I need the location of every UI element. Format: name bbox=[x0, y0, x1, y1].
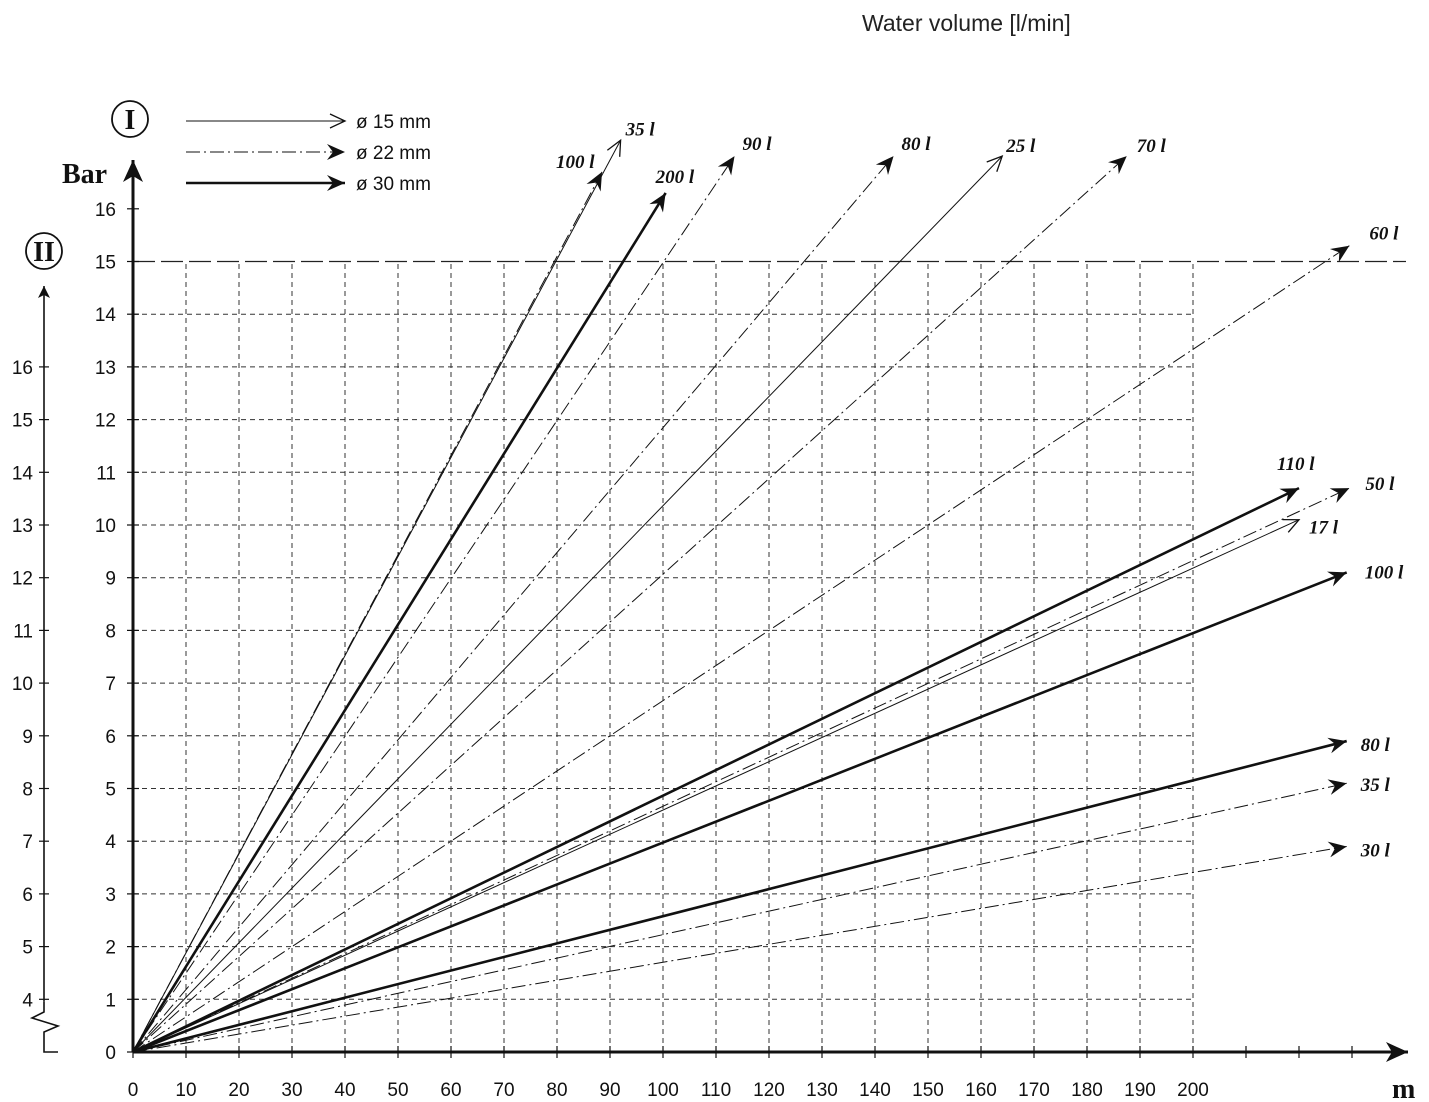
x-tick-label: 140 bbox=[859, 1080, 891, 1101]
series-line bbox=[133, 156, 1002, 1052]
y-tick-label: 8 bbox=[105, 621, 116, 642]
series-line bbox=[133, 741, 1347, 1052]
x-tick-label: 40 bbox=[334, 1080, 355, 1101]
series-label: 30 l bbox=[1360, 840, 1391, 861]
y-tick-label: 12 bbox=[95, 411, 116, 432]
y-tick-label: 5 bbox=[105, 780, 116, 801]
x-tick-label: 50 bbox=[387, 1080, 408, 1101]
axis-marker-secondary: II bbox=[33, 237, 55, 268]
secondary-tick-label: 8 bbox=[22, 780, 33, 801]
series-line bbox=[133, 783, 1347, 1052]
series-line bbox=[133, 156, 894, 1052]
y-tick-label: 10 bbox=[95, 516, 116, 537]
x-tick-label: 190 bbox=[1124, 1080, 1156, 1101]
y-tick-label: 4 bbox=[105, 832, 116, 853]
series-label: 80 l bbox=[1361, 735, 1391, 756]
y-tick-label: 11 bbox=[96, 463, 116, 484]
y-tick-label: 0 bbox=[105, 1043, 116, 1064]
series-label: 70 l bbox=[1137, 136, 1167, 157]
series-line bbox=[133, 156, 1127, 1052]
secondary-tick-label: 11 bbox=[13, 621, 33, 642]
secondary-tick-label: 16 bbox=[12, 358, 33, 379]
y-tick-label: 9 bbox=[105, 569, 116, 590]
y-tick-label: 14 bbox=[95, 305, 117, 326]
series-label: 17 l bbox=[1309, 518, 1339, 539]
series-label: 35 l bbox=[1360, 775, 1391, 796]
x-tick-label: 60 bbox=[440, 1080, 461, 1101]
x-tick-label: 0 bbox=[128, 1080, 139, 1101]
series-label: 110 l bbox=[1277, 454, 1315, 475]
series-line bbox=[133, 488, 1349, 1052]
series-label: 90 l bbox=[743, 134, 773, 155]
x-tick-label: 110 bbox=[701, 1080, 731, 1101]
series-label: 50 l bbox=[1365, 474, 1395, 495]
grid bbox=[133, 262, 1406, 1053]
series-label: 25 l bbox=[1005, 136, 1036, 157]
secondary-tick-label: 5 bbox=[22, 938, 33, 959]
secondary-tick-label: 14 bbox=[12, 463, 34, 484]
series-label: 60 l bbox=[1369, 224, 1399, 245]
x-tick-label: 10 bbox=[175, 1080, 196, 1101]
legend-label: ø 15 mm bbox=[356, 112, 431, 133]
secondary-axis-break bbox=[32, 1001, 58, 1052]
x-tick-label: 150 bbox=[912, 1080, 944, 1101]
secondary-tick-label: 7 bbox=[22, 832, 33, 853]
x-tick-label: 200 bbox=[1177, 1080, 1209, 1101]
secondary-tick-label: 9 bbox=[22, 727, 33, 748]
x-tick-label: 180 bbox=[1071, 1080, 1103, 1101]
series-lines bbox=[133, 140, 1349, 1052]
secondary-tick-label: 4 bbox=[22, 990, 33, 1011]
y-tick-label: 2 bbox=[105, 938, 116, 959]
secondary-tick-label: 15 bbox=[12, 411, 33, 432]
x-tick-label: 30 bbox=[281, 1080, 302, 1101]
series-label: 100 l bbox=[556, 152, 595, 173]
series-label: 80 l bbox=[902, 134, 932, 155]
y-tick-label: 6 bbox=[105, 727, 116, 748]
legend-label: ø 22 mm bbox=[356, 143, 431, 164]
secondary-tick-label: 6 bbox=[22, 885, 33, 906]
x-tick-label: 100 bbox=[647, 1080, 679, 1101]
series-line bbox=[133, 172, 602, 1052]
y-tick-label: 15 bbox=[95, 253, 116, 274]
x-tick-label: 170 bbox=[1018, 1080, 1050, 1101]
x-tick-label: 120 bbox=[753, 1080, 785, 1101]
x-tick-label: 90 bbox=[599, 1080, 620, 1101]
series-label: 200 l bbox=[655, 167, 695, 188]
x-tick-label: 130 bbox=[806, 1080, 838, 1101]
axis-marker-primary: I bbox=[125, 105, 136, 136]
x-tick-label: 70 bbox=[493, 1080, 514, 1101]
x-axis-label: m bbox=[1392, 1074, 1415, 1102]
y-axis-label: Bar bbox=[62, 159, 107, 190]
series-line bbox=[133, 156, 735, 1052]
secondary-tick-label: 13 bbox=[12, 516, 33, 537]
x-tick-label: 20 bbox=[228, 1080, 249, 1101]
y-tick-label: 7 bbox=[105, 674, 116, 695]
labels: 35 l 100 l 200 l 90 l 80 l 25 l 70 l 60 l 110 l 5… bbox=[12, 101, 1415, 1102]
series-line bbox=[133, 846, 1347, 1052]
y-tick-label: 13 bbox=[95, 358, 116, 379]
legend-label: ø 30 mm bbox=[356, 174, 431, 195]
series-label: 100 l bbox=[1365, 562, 1404, 583]
x-tick-label: 160 bbox=[965, 1080, 997, 1101]
secondary-tick-label: 10 bbox=[12, 674, 33, 695]
y-tick-label: 1 bbox=[105, 990, 116, 1011]
axes bbox=[32, 160, 1408, 1058]
y-tick-label: 16 bbox=[95, 200, 116, 221]
series-label: 35 l bbox=[625, 119, 656, 140]
secondary-tick-label: 12 bbox=[12, 569, 33, 590]
y-tick-label: 3 bbox=[105, 885, 116, 906]
x-tick-label: 80 bbox=[546, 1080, 567, 1101]
series-line bbox=[133, 572, 1347, 1052]
